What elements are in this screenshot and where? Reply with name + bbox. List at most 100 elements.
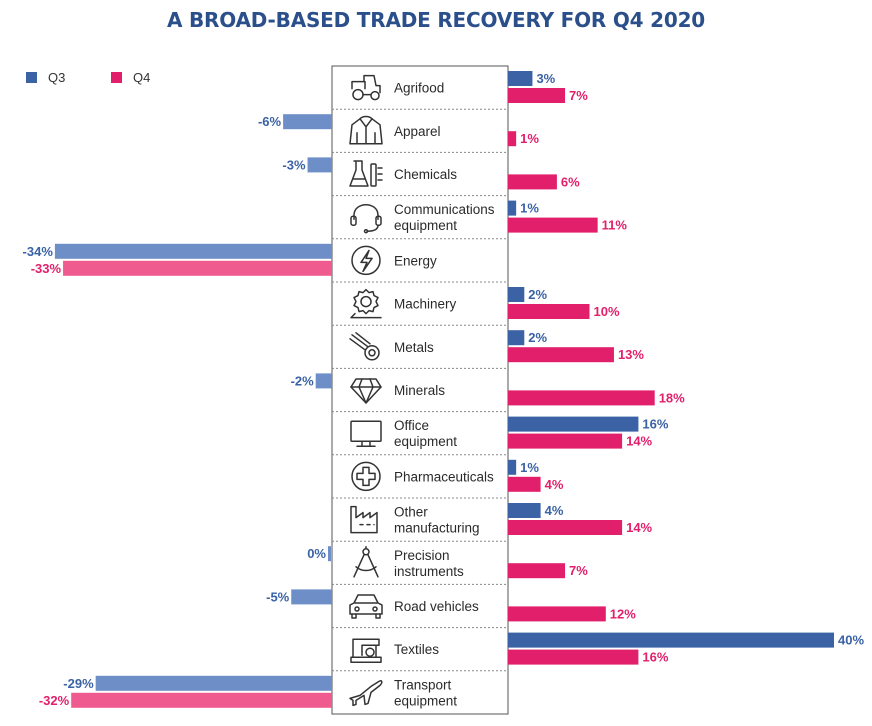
value-label-q4: 12% [610,606,636,621]
value-label-q4: 14% [626,434,652,449]
category-row: Agrifood 3% 7% [351,71,588,103]
category-label-line: Communications [394,202,495,217]
legend-label-q3: Q3 [48,70,66,85]
value-label-q4: 6% [561,174,580,189]
category-row: Other manufacturing 4% 14% [350,503,653,536]
bar-q3 [315,373,332,389]
category-row: Pharmaceuticals 1% 4% [351,459,564,492]
legend: Q3 Q4 [26,70,192,86]
compass-icon [353,546,379,578]
value-label-q3: 16% [642,417,668,432]
sewing-machine-icon [350,638,382,663]
value-label-q4: 7% [569,88,588,103]
category-label: Minerals [394,383,445,398]
legend-item-q4: Q4 [110,70,150,85]
category-label-line: Machinery [394,297,457,312]
category-label: Chemicals [394,167,457,182]
category-row: Metals 2% 13% [349,330,644,363]
bar-q3 [508,71,533,86]
category-label-line: equipment [394,693,457,708]
legend-item-q3: Q3 [26,70,65,85]
value-label-q4: 13% [618,347,644,362]
value-label-q4: 14% [626,520,652,535]
value-label-q4: 18% [659,390,685,405]
headset-icon [350,203,382,234]
value-label-q3: -5% [266,589,290,604]
bar-q4 [508,649,639,665]
value-label-q3: 2% [528,330,547,345]
factory-icon [350,505,378,534]
category-label-line: Transport [394,677,452,692]
category-row: Apparel -6% 1% [258,114,539,147]
value-label-q4: -32% [39,693,70,708]
bar-q4 [508,563,566,579]
value-label-q3: 4% [545,503,564,518]
tractor-icon [351,74,381,101]
category-row: Transport equipment -29% -32% [39,675,457,708]
bar-q3 [508,330,525,346]
category-label-line: Metals [394,340,434,355]
value-label-q3: 3% [536,71,555,86]
value-label-q3: -6% [258,114,282,129]
category-label-line: Pharmaceuticals [394,469,494,484]
category-label-line: Office [394,418,429,433]
category-label: Office equipment [394,418,457,449]
category-label-line: Minerals [394,383,445,398]
bar-q3 [283,114,332,130]
bar-q4 [508,174,557,190]
value-label-q4: 16% [642,650,668,665]
metal-coil-icon [349,332,380,361]
bar-q3 [307,157,332,173]
category-row: Precision instruments 0% 7% [307,546,588,579]
category-label-line: Apparel [394,124,441,139]
category-label: Agrifood [394,81,444,96]
category-label: Metals [394,340,434,355]
category-label: Communications equipment [394,202,495,233]
category-label: Apparel [394,124,441,139]
lightning-icon [351,245,381,276]
category-label-line: equipment [394,218,457,233]
category-label-line: Agrifood [394,81,444,96]
category-label-line: Other [394,505,428,520]
bar-q3 [95,675,333,691]
bar-q4 [508,390,655,406]
value-label-q3: -29% [63,676,94,691]
value-label-q3: 0% [307,546,326,561]
monitor-icon [350,420,382,447]
category-label-line: Textiles [394,642,439,657]
category-panel-border [331,65,509,715]
category-row: Communications equipment 1% 11% [350,200,627,234]
category-label-line: Chemicals [394,167,457,182]
legend-swatch-q3 [26,72,37,83]
category-panel [331,65,509,715]
value-label-q4: 1% [520,131,539,146]
bar-q4 [63,260,333,276]
value-label-q3: 2% [528,287,547,302]
lab-flask-icon [349,160,383,187]
bar-q4 [71,692,332,708]
bar-q3 [54,243,333,259]
chart-title: A BROAD-BASED TRADE RECOVERY FOR Q4 2020 [166,8,706,32]
value-label-q4: -33% [31,261,62,276]
bar-q3 [291,589,332,605]
bar-q3 [508,200,517,216]
category-label: Precision instruments [394,548,464,579]
category-row: Chemicals -3% 6% [282,157,580,190]
category-label: Machinery [394,297,457,312]
category-row: Textiles 40% 16% [350,632,864,665]
bar-q4 [508,433,623,449]
bar-q4 [508,520,623,535]
value-label-q3: 40% [838,633,864,648]
value-label-q3: 1% [520,460,539,475]
gear-icon [350,288,382,319]
value-label-q3: -2% [291,373,315,388]
category-label-line: instruments [394,564,464,579]
value-label-q3: -3% [282,157,306,172]
car-icon [349,594,383,619]
category-label-line: Road vehicles [394,599,479,614]
category-row: Road vehicles -5% 12% [266,589,636,622]
category-label: Transport equipment [394,677,457,708]
category-row: Minerals -2% 18% [291,373,685,406]
bar-q4 [508,476,541,492]
value-label-q4: 4% [545,477,564,492]
